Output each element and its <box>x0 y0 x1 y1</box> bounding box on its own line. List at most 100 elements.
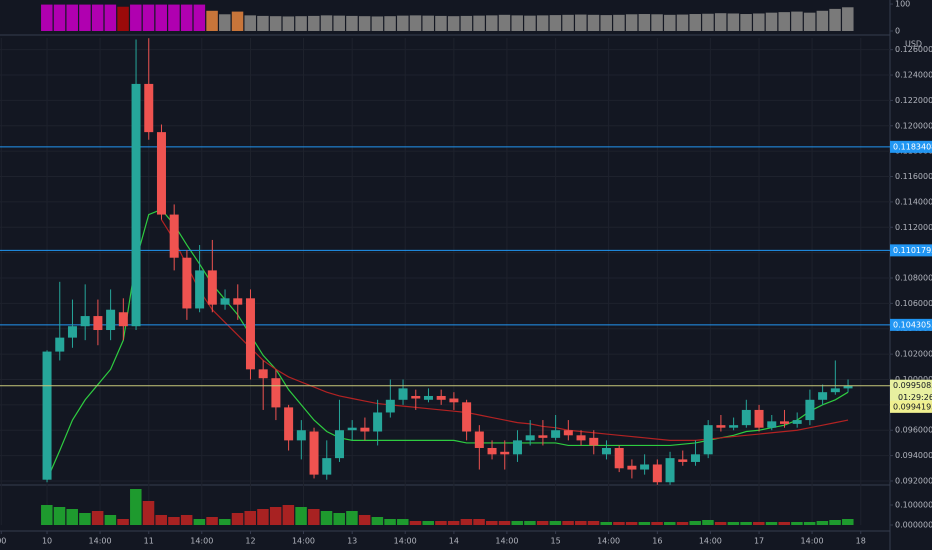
bar <box>753 13 765 32</box>
bar <box>714 13 727 32</box>
candle-body <box>284 407 294 441</box>
bar <box>104 4 117 31</box>
y-tick-label: 0.10000000 <box>895 375 932 384</box>
bar <box>219 14 231 31</box>
candle-body <box>843 385 853 389</box>
bar <box>702 520 714 525</box>
bar <box>511 15 523 31</box>
ma-line <box>46 208 849 480</box>
bar <box>702 13 714 31</box>
candle-body <box>474 431 484 448</box>
bar <box>168 517 180 525</box>
candle-body <box>563 430 573 436</box>
candle-body <box>411 395 421 399</box>
unit-label: USD <box>905 40 922 49</box>
y-tick-label: 0.11200000 <box>895 223 932 232</box>
bar <box>346 511 358 525</box>
bar <box>498 521 511 525</box>
bar <box>397 519 409 525</box>
candle-body <box>665 458 675 483</box>
bar <box>269 507 282 525</box>
candle-body <box>334 430 344 459</box>
x-tick-label: 14:00 <box>89 537 112 546</box>
bar <box>66 509 78 525</box>
candle-body <box>690 454 700 462</box>
candle-body <box>373 412 383 432</box>
candle-body <box>398 388 408 400</box>
candle-body <box>182 257 192 309</box>
candle-body <box>296 430 306 441</box>
bar <box>638 522 651 525</box>
x-tick-label: 14:00 <box>394 537 417 546</box>
bar <box>295 507 307 525</box>
second-price-label: 0.09941932 <box>893 402 932 411</box>
x-tick-label: 14:00 <box>699 537 722 546</box>
bar <box>422 521 434 525</box>
bar <box>79 513 91 525</box>
x-tick-label: 17 <box>754 537 764 546</box>
x-tick-label: 14 <box>449 537 459 546</box>
candle-body <box>830 388 840 393</box>
bar <box>562 521 574 525</box>
candle-body <box>703 425 713 455</box>
candle-body <box>322 458 332 475</box>
bar <box>816 10 829 32</box>
bar <box>308 15 320 31</box>
candle-body <box>436 395 446 400</box>
x-tick-label: 14:00 <box>292 537 315 546</box>
y-tick-label: 0.09400000 <box>895 451 932 460</box>
x-tick-label: 13 <box>347 537 357 546</box>
bar <box>689 521 701 525</box>
bar <box>193 519 206 525</box>
bar <box>613 522 625 525</box>
bar <box>447 16 460 31</box>
bar <box>473 15 485 31</box>
bar <box>333 15 345 31</box>
bar <box>842 7 854 31</box>
bar <box>282 505 295 525</box>
candle-body <box>500 451 510 455</box>
x-tick-label: 12 <box>245 537 255 546</box>
bar <box>727 522 740 525</box>
bar <box>651 522 663 525</box>
bar <box>41 505 53 525</box>
bar <box>371 16 384 31</box>
bar <box>308 509 320 525</box>
candle-body <box>156 132 166 215</box>
bar <box>219 519 231 525</box>
bar <box>244 15 256 31</box>
bar <box>664 14 676 31</box>
y-tick-label: 0.12000000 <box>895 121 932 130</box>
bar <box>587 521 600 525</box>
candle-body <box>576 435 586 441</box>
bar <box>460 15 473 31</box>
bar <box>524 521 536 525</box>
bar <box>549 15 562 31</box>
bar <box>765 522 778 525</box>
bar <box>549 521 562 525</box>
bar <box>816 521 829 525</box>
bar <box>371 517 384 525</box>
candle-body <box>767 421 777 428</box>
bar <box>231 513 244 525</box>
candle-body <box>818 392 828 400</box>
bar <box>53 507 66 525</box>
bar <box>269 16 282 31</box>
bar <box>714 522 727 525</box>
bar <box>778 522 790 525</box>
candle-body <box>627 465 637 470</box>
bar <box>435 15 447 31</box>
price-label-box <box>890 318 932 331</box>
candle-body <box>144 83 154 133</box>
bar <box>117 519 129 525</box>
bar <box>79 4 91 31</box>
candle-body <box>385 399 395 413</box>
bar <box>511 521 523 525</box>
second-price-box <box>890 400 932 413</box>
y-tick-label: 0.09600000 <box>895 426 932 435</box>
candle-body <box>538 435 548 438</box>
bar <box>244 511 256 525</box>
bar <box>524 15 536 31</box>
